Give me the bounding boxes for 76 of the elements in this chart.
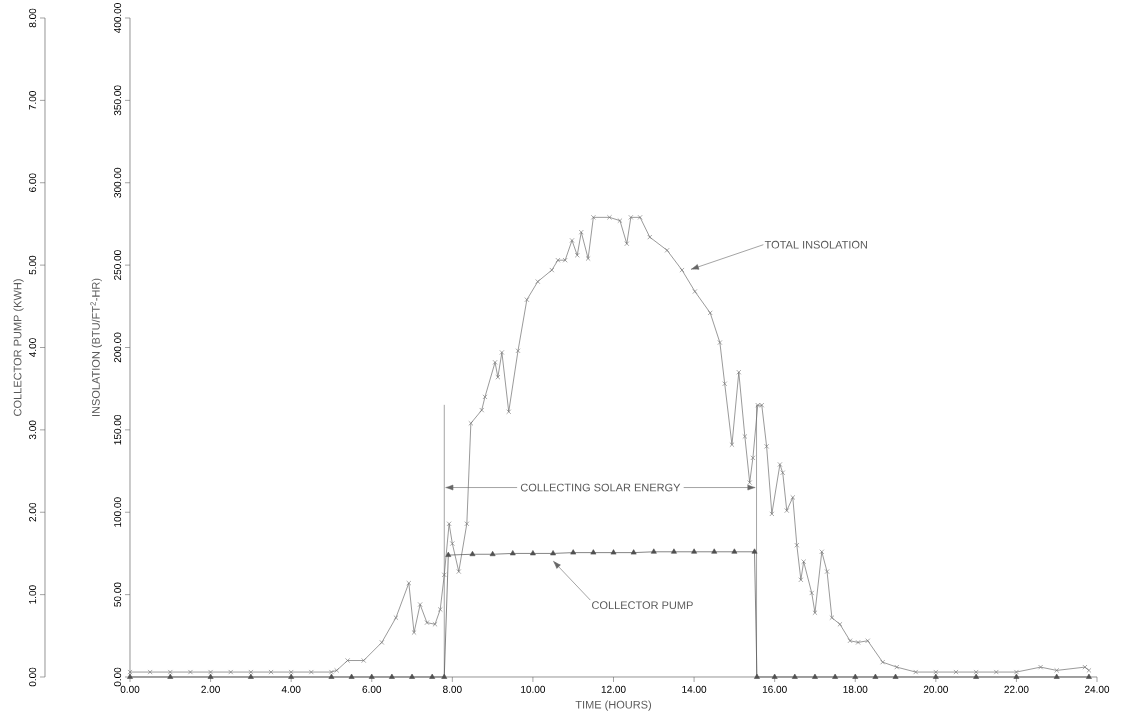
point	[469, 550, 476, 557]
point	[852, 673, 859, 679]
point	[932, 673, 939, 679]
y-tick-label: 250.00	[114, 250, 122, 280]
y-tick-label: 350.00	[114, 85, 122, 116]
annotation: COLLECTING SOLAR ENERGY	[520, 483, 681, 492]
point	[409, 673, 415, 679]
point	[731, 548, 738, 554]
y-tick-label: 300.00	[114, 167, 122, 198]
x-tick-label: 12.00	[601, 685, 626, 693]
y2-tick-label: 2.00	[29, 502, 37, 522]
point	[328, 673, 335, 679]
x-tick-label: 4.00	[281, 685, 301, 693]
point	[1053, 673, 1060, 679]
x-tick-label: 6.00	[362, 685, 382, 693]
point	[509, 550, 516, 556]
point	[892, 673, 899, 679]
y-tick-label: 200.00	[114, 332, 122, 363]
point	[973, 673, 980, 679]
x-axis-title: TIME (HOURS)	[575, 700, 651, 711]
x-tick-label: 8.00	[443, 685, 462, 693]
point	[711, 548, 718, 554]
point	[167, 673, 174, 679]
point	[530, 550, 536, 556]
point	[610, 549, 617, 555]
point	[650, 548, 657, 554]
point	[671, 548, 677, 554]
y2-axis-title: COLLECTOR PUMP (KWH)	[13, 279, 24, 416]
point	[630, 549, 637, 555]
point	[1086, 673, 1092, 679]
x-tick-label: 10.00	[521, 685, 546, 693]
point	[489, 550, 496, 557]
point	[207, 673, 214, 679]
point	[590, 549, 597, 555]
point	[247, 673, 254, 679]
point	[771, 673, 778, 679]
point	[691, 548, 697, 554]
point	[570, 549, 577, 555]
point	[441, 673, 448, 679]
y-tick-label: 400.00	[114, 3, 122, 34]
y2-tick-label: 8.00	[29, 8, 37, 28]
x-tick-label: 20.00	[923, 685, 948, 693]
point	[368, 673, 375, 679]
point	[1013, 673, 1020, 679]
y2-tick-label: 7.00	[29, 91, 37, 110]
annotation: TOTAL INSOLATION	[764, 240, 867, 249]
point	[751, 548, 758, 554]
x-tick-label: 2.00	[201, 685, 220, 693]
point	[445, 551, 452, 557]
x-tick-label: 0.00	[120, 685, 140, 693]
point	[348, 673, 355, 679]
x-tick-label: 16.00	[762, 685, 787, 693]
y-tick-label: 150.00	[114, 414, 122, 445]
y2-tick-label: 5.00	[29, 255, 37, 275]
y2-tick-label: 6.00	[29, 173, 37, 192]
point	[832, 673, 839, 679]
point	[872, 673, 879, 679]
annotation: COLLECTOR PUMP	[592, 601, 693, 610]
point	[791, 673, 798, 679]
y-axis-title: INSOLATION (BTU/FT$^{2}$-HR)	[90, 278, 102, 416]
y2-tick-label: 1.00	[29, 585, 37, 604]
point	[127, 673, 133, 679]
point	[754, 673, 760, 679]
point	[550, 550, 556, 556]
point	[288, 673, 295, 679]
x-tick-label: 18.00	[843, 685, 868, 693]
x-tick-label: 14.00	[682, 685, 707, 693]
point	[812, 673, 818, 679]
y-tick-label: 50.00	[114, 582, 122, 607]
x-tick-label: 22.00	[1004, 685, 1029, 693]
y2-tick-label: 3.00	[29, 420, 37, 440]
y-tick-label: 100.00	[114, 497, 122, 527]
point	[429, 673, 436, 679]
x-tick-label: 24.00	[1085, 685, 1110, 693]
y2-tick-label: 4.00	[29, 338, 37, 357]
point	[389, 673, 395, 679]
